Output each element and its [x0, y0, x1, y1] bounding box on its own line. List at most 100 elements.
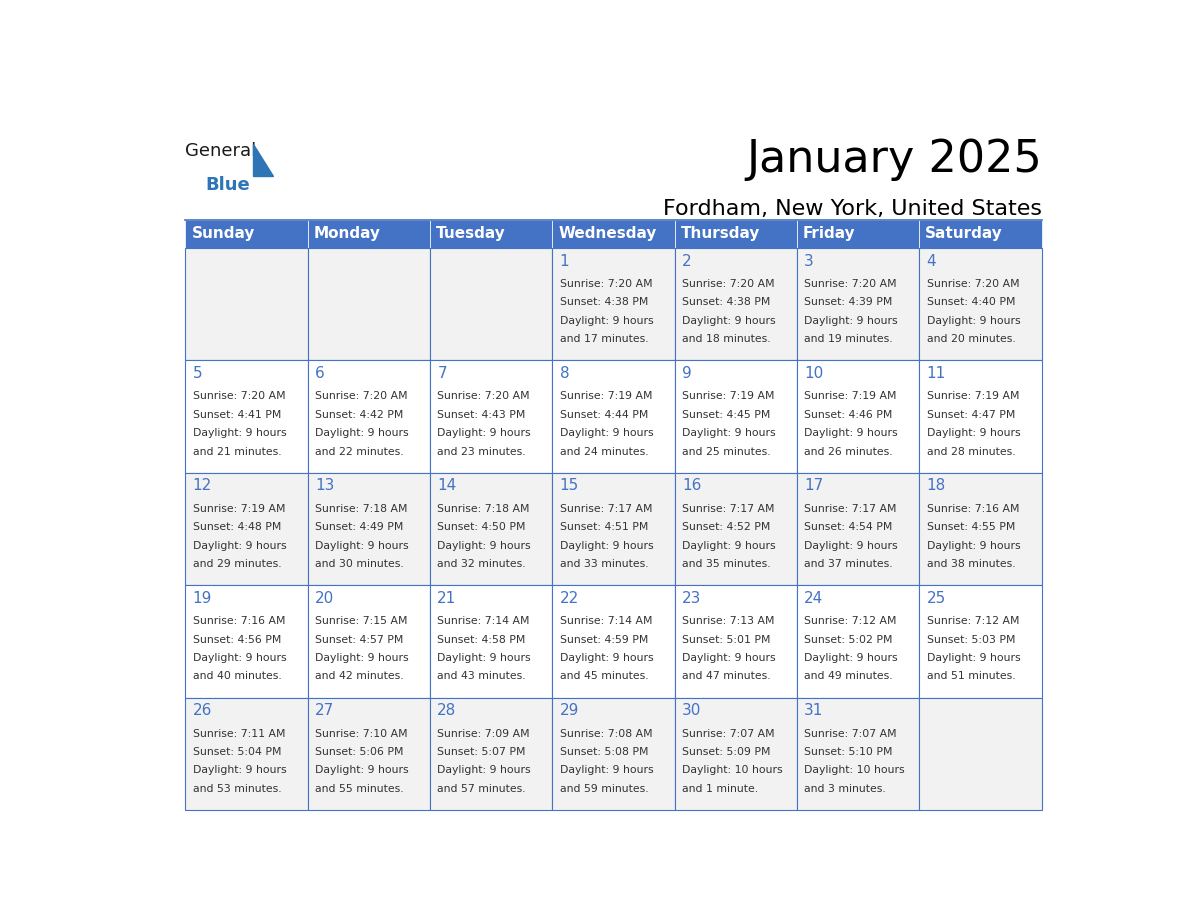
Text: and 33 minutes.: and 33 minutes.	[560, 559, 649, 569]
Text: 6: 6	[315, 366, 324, 381]
Text: Sunrise: 7:20 AM: Sunrise: 7:20 AM	[315, 391, 407, 401]
Text: and 47 minutes.: and 47 minutes.	[682, 671, 771, 681]
Text: Sunrise: 7:20 AM: Sunrise: 7:20 AM	[927, 279, 1019, 289]
Text: Daylight: 9 hours: Daylight: 9 hours	[560, 316, 653, 326]
Text: and 26 minutes.: and 26 minutes.	[804, 447, 893, 456]
Text: Daylight: 9 hours: Daylight: 9 hours	[927, 316, 1020, 326]
Text: and 57 minutes.: and 57 minutes.	[437, 784, 526, 794]
Text: Sunset: 4:40 PM: Sunset: 4:40 PM	[927, 297, 1015, 308]
Text: General: General	[185, 142, 257, 160]
Text: and 23 minutes.: and 23 minutes.	[437, 447, 526, 456]
Bar	[797, 219, 920, 248]
Text: 20: 20	[315, 591, 334, 606]
Bar	[675, 585, 797, 698]
Text: Sunset: 4:43 PM: Sunset: 4:43 PM	[437, 409, 526, 420]
Text: and 35 minutes.: and 35 minutes.	[682, 559, 771, 569]
Text: Daylight: 9 hours: Daylight: 9 hours	[560, 653, 653, 663]
Text: and 20 minutes.: and 20 minutes.	[927, 334, 1016, 344]
Text: Daylight: 9 hours: Daylight: 9 hours	[437, 766, 531, 776]
Bar	[552, 219, 675, 248]
Bar	[920, 698, 1042, 810]
Text: Sunset: 4:38 PM: Sunset: 4:38 PM	[682, 297, 770, 308]
Text: Daylight: 9 hours: Daylight: 9 hours	[804, 653, 898, 663]
Bar	[797, 361, 920, 473]
Text: Friday: Friday	[803, 227, 855, 241]
Text: 4: 4	[927, 253, 936, 269]
Text: Daylight: 9 hours: Daylight: 9 hours	[804, 541, 898, 551]
Text: Sunset: 4:57 PM: Sunset: 4:57 PM	[315, 634, 404, 644]
Text: Sunrise: 7:18 AM: Sunrise: 7:18 AM	[315, 504, 407, 514]
Text: and 18 minutes.: and 18 minutes.	[682, 334, 771, 344]
Text: and 49 minutes.: and 49 minutes.	[804, 671, 893, 681]
Text: 17: 17	[804, 478, 823, 494]
Text: Sunset: 4:41 PM: Sunset: 4:41 PM	[192, 409, 282, 420]
Text: Sunset: 5:07 PM: Sunset: 5:07 PM	[437, 747, 526, 757]
Text: Sunset: 5:10 PM: Sunset: 5:10 PM	[804, 747, 893, 757]
Text: Daylight: 9 hours: Daylight: 9 hours	[927, 428, 1020, 438]
Text: Sunrise: 7:10 AM: Sunrise: 7:10 AM	[315, 729, 407, 739]
Text: Daylight: 10 hours: Daylight: 10 hours	[682, 766, 783, 776]
Text: and 51 minutes.: and 51 minutes.	[927, 671, 1016, 681]
Text: Daylight: 9 hours: Daylight: 9 hours	[437, 541, 531, 551]
Text: Sunset: 4:47 PM: Sunset: 4:47 PM	[927, 409, 1015, 420]
Text: Sunrise: 7:20 AM: Sunrise: 7:20 AM	[560, 279, 652, 289]
Text: Sunset: 5:02 PM: Sunset: 5:02 PM	[804, 634, 893, 644]
Bar	[430, 585, 552, 698]
Text: Daylight: 9 hours: Daylight: 9 hours	[560, 766, 653, 776]
Text: Tuesday: Tuesday	[436, 227, 506, 241]
Text: Daylight: 9 hours: Daylight: 9 hours	[560, 428, 653, 438]
Text: and 19 minutes.: and 19 minutes.	[804, 334, 893, 344]
Text: Sunset: 5:01 PM: Sunset: 5:01 PM	[682, 634, 771, 644]
Text: Sunset: 4:42 PM: Sunset: 4:42 PM	[315, 409, 404, 420]
Bar	[675, 248, 797, 361]
Bar	[920, 248, 1042, 361]
Text: Blue: Blue	[206, 176, 251, 194]
Bar	[552, 248, 675, 361]
Bar	[675, 361, 797, 473]
Bar	[920, 473, 1042, 585]
Bar	[185, 473, 308, 585]
Text: Sunrise: 7:12 AM: Sunrise: 7:12 AM	[804, 616, 897, 626]
Text: 22: 22	[560, 591, 579, 606]
Text: Daylight: 9 hours: Daylight: 9 hours	[192, 428, 286, 438]
Bar	[308, 219, 430, 248]
Text: Sunset: 4:54 PM: Sunset: 4:54 PM	[804, 522, 892, 532]
Text: Sunrise: 7:17 AM: Sunrise: 7:17 AM	[560, 504, 652, 514]
Text: Sunset: 4:52 PM: Sunset: 4:52 PM	[682, 522, 770, 532]
Text: Sunrise: 7:19 AM: Sunrise: 7:19 AM	[804, 391, 897, 401]
Text: Daylight: 9 hours: Daylight: 9 hours	[437, 428, 531, 438]
Bar	[675, 473, 797, 585]
Bar	[430, 473, 552, 585]
Text: Daylight: 9 hours: Daylight: 9 hours	[927, 653, 1020, 663]
Text: 2: 2	[682, 253, 691, 269]
Text: Sunrise: 7:19 AM: Sunrise: 7:19 AM	[560, 391, 652, 401]
Text: Daylight: 9 hours: Daylight: 9 hours	[192, 541, 286, 551]
Text: and 30 minutes.: and 30 minutes.	[315, 559, 404, 569]
Polygon shape	[253, 144, 273, 176]
Bar	[552, 698, 675, 810]
Text: and 24 minutes.: and 24 minutes.	[560, 447, 649, 456]
Text: Sunset: 4:46 PM: Sunset: 4:46 PM	[804, 409, 892, 420]
Text: Sunrise: 7:19 AM: Sunrise: 7:19 AM	[682, 391, 775, 401]
Bar	[920, 219, 1042, 248]
Text: Daylight: 9 hours: Daylight: 9 hours	[315, 653, 409, 663]
Text: and 22 minutes.: and 22 minutes.	[315, 447, 404, 456]
Text: 26: 26	[192, 703, 213, 718]
Text: Sunset: 4:51 PM: Sunset: 4:51 PM	[560, 522, 647, 532]
Text: Daylight: 9 hours: Daylight: 9 hours	[804, 316, 898, 326]
Bar	[675, 698, 797, 810]
Text: 31: 31	[804, 703, 823, 718]
Bar	[308, 248, 430, 361]
Text: Saturday: Saturday	[925, 227, 1003, 241]
Text: Sunset: 4:50 PM: Sunset: 4:50 PM	[437, 522, 526, 532]
Text: and 42 minutes.: and 42 minutes.	[315, 671, 404, 681]
Text: and 55 minutes.: and 55 minutes.	[315, 784, 404, 794]
Text: 18: 18	[927, 478, 946, 494]
Bar	[308, 473, 430, 585]
Text: Daylight: 9 hours: Daylight: 9 hours	[682, 428, 776, 438]
Text: Sunrise: 7:07 AM: Sunrise: 7:07 AM	[682, 729, 775, 739]
Text: Wednesday: Wednesday	[558, 227, 657, 241]
Text: Daylight: 10 hours: Daylight: 10 hours	[804, 766, 905, 776]
Text: 16: 16	[682, 478, 701, 494]
Text: Daylight: 9 hours: Daylight: 9 hours	[192, 653, 286, 663]
